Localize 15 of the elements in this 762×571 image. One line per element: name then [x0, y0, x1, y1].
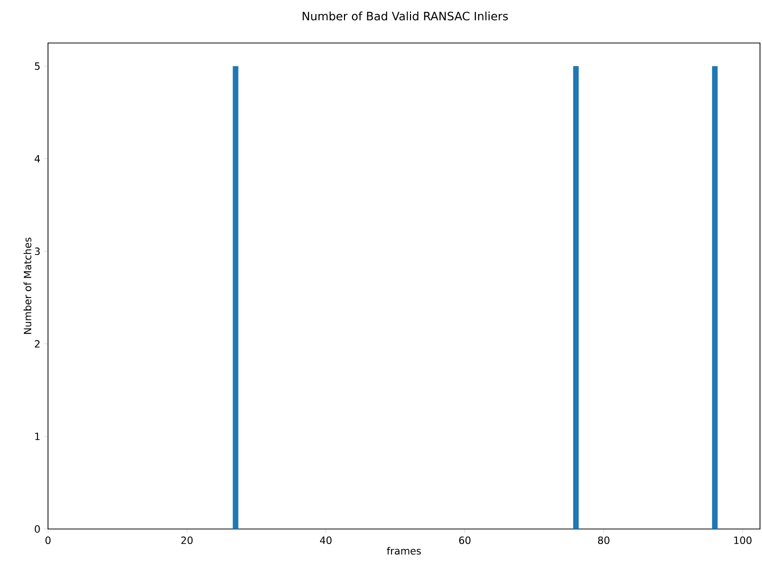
x-tick-label: 60	[459, 536, 470, 544]
y-tick-label: 5	[34, 62, 40, 70]
x-tick-label: 80	[598, 536, 610, 544]
y-tick-label: 4	[34, 155, 40, 162]
y-axis-title: Number of Matches	[24, 238, 32, 334]
x-axis-title: frames	[386, 546, 421, 555]
y-tick-label: 2	[34, 340, 40, 348]
x-tick-label: 0	[45, 536, 51, 544]
x-tick-label: 40	[320, 536, 332, 544]
x-tick-label: 100	[734, 536, 752, 544]
y-tick-label: 3	[34, 247, 40, 256]
chart-title: Number of Bad Valid RANSAC Inliers	[302, 12, 508, 20]
y-tick-label: 1	[35, 432, 40, 440]
x-tick-label: 20	[181, 536, 193, 544]
y-tick-label: 0	[34, 525, 40, 533]
